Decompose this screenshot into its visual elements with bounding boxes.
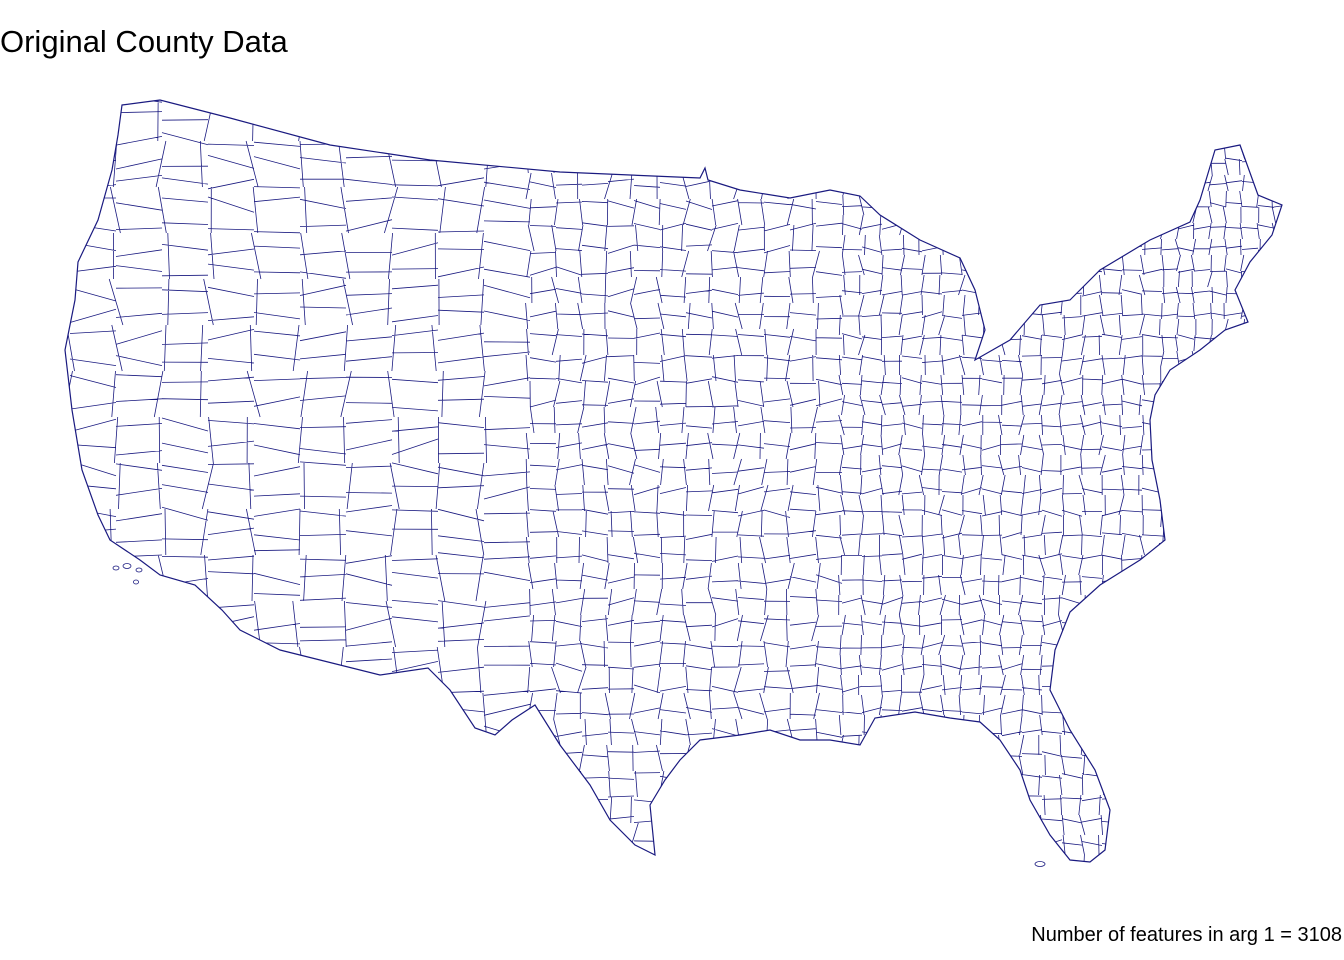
island-shape	[112, 565, 120, 571]
feature-count-caption: Number of features in arg 1 = 3108	[1031, 924, 1342, 946]
islands	[112, 563, 1046, 867]
island-shape	[135, 567, 143, 573]
map-title: Original County Data	[0, 24, 288, 59]
island-shape	[1034, 861, 1046, 867]
island-shape	[133, 579, 139, 585]
us-outline	[64, 99, 1283, 863]
island-shape	[122, 563, 132, 569]
